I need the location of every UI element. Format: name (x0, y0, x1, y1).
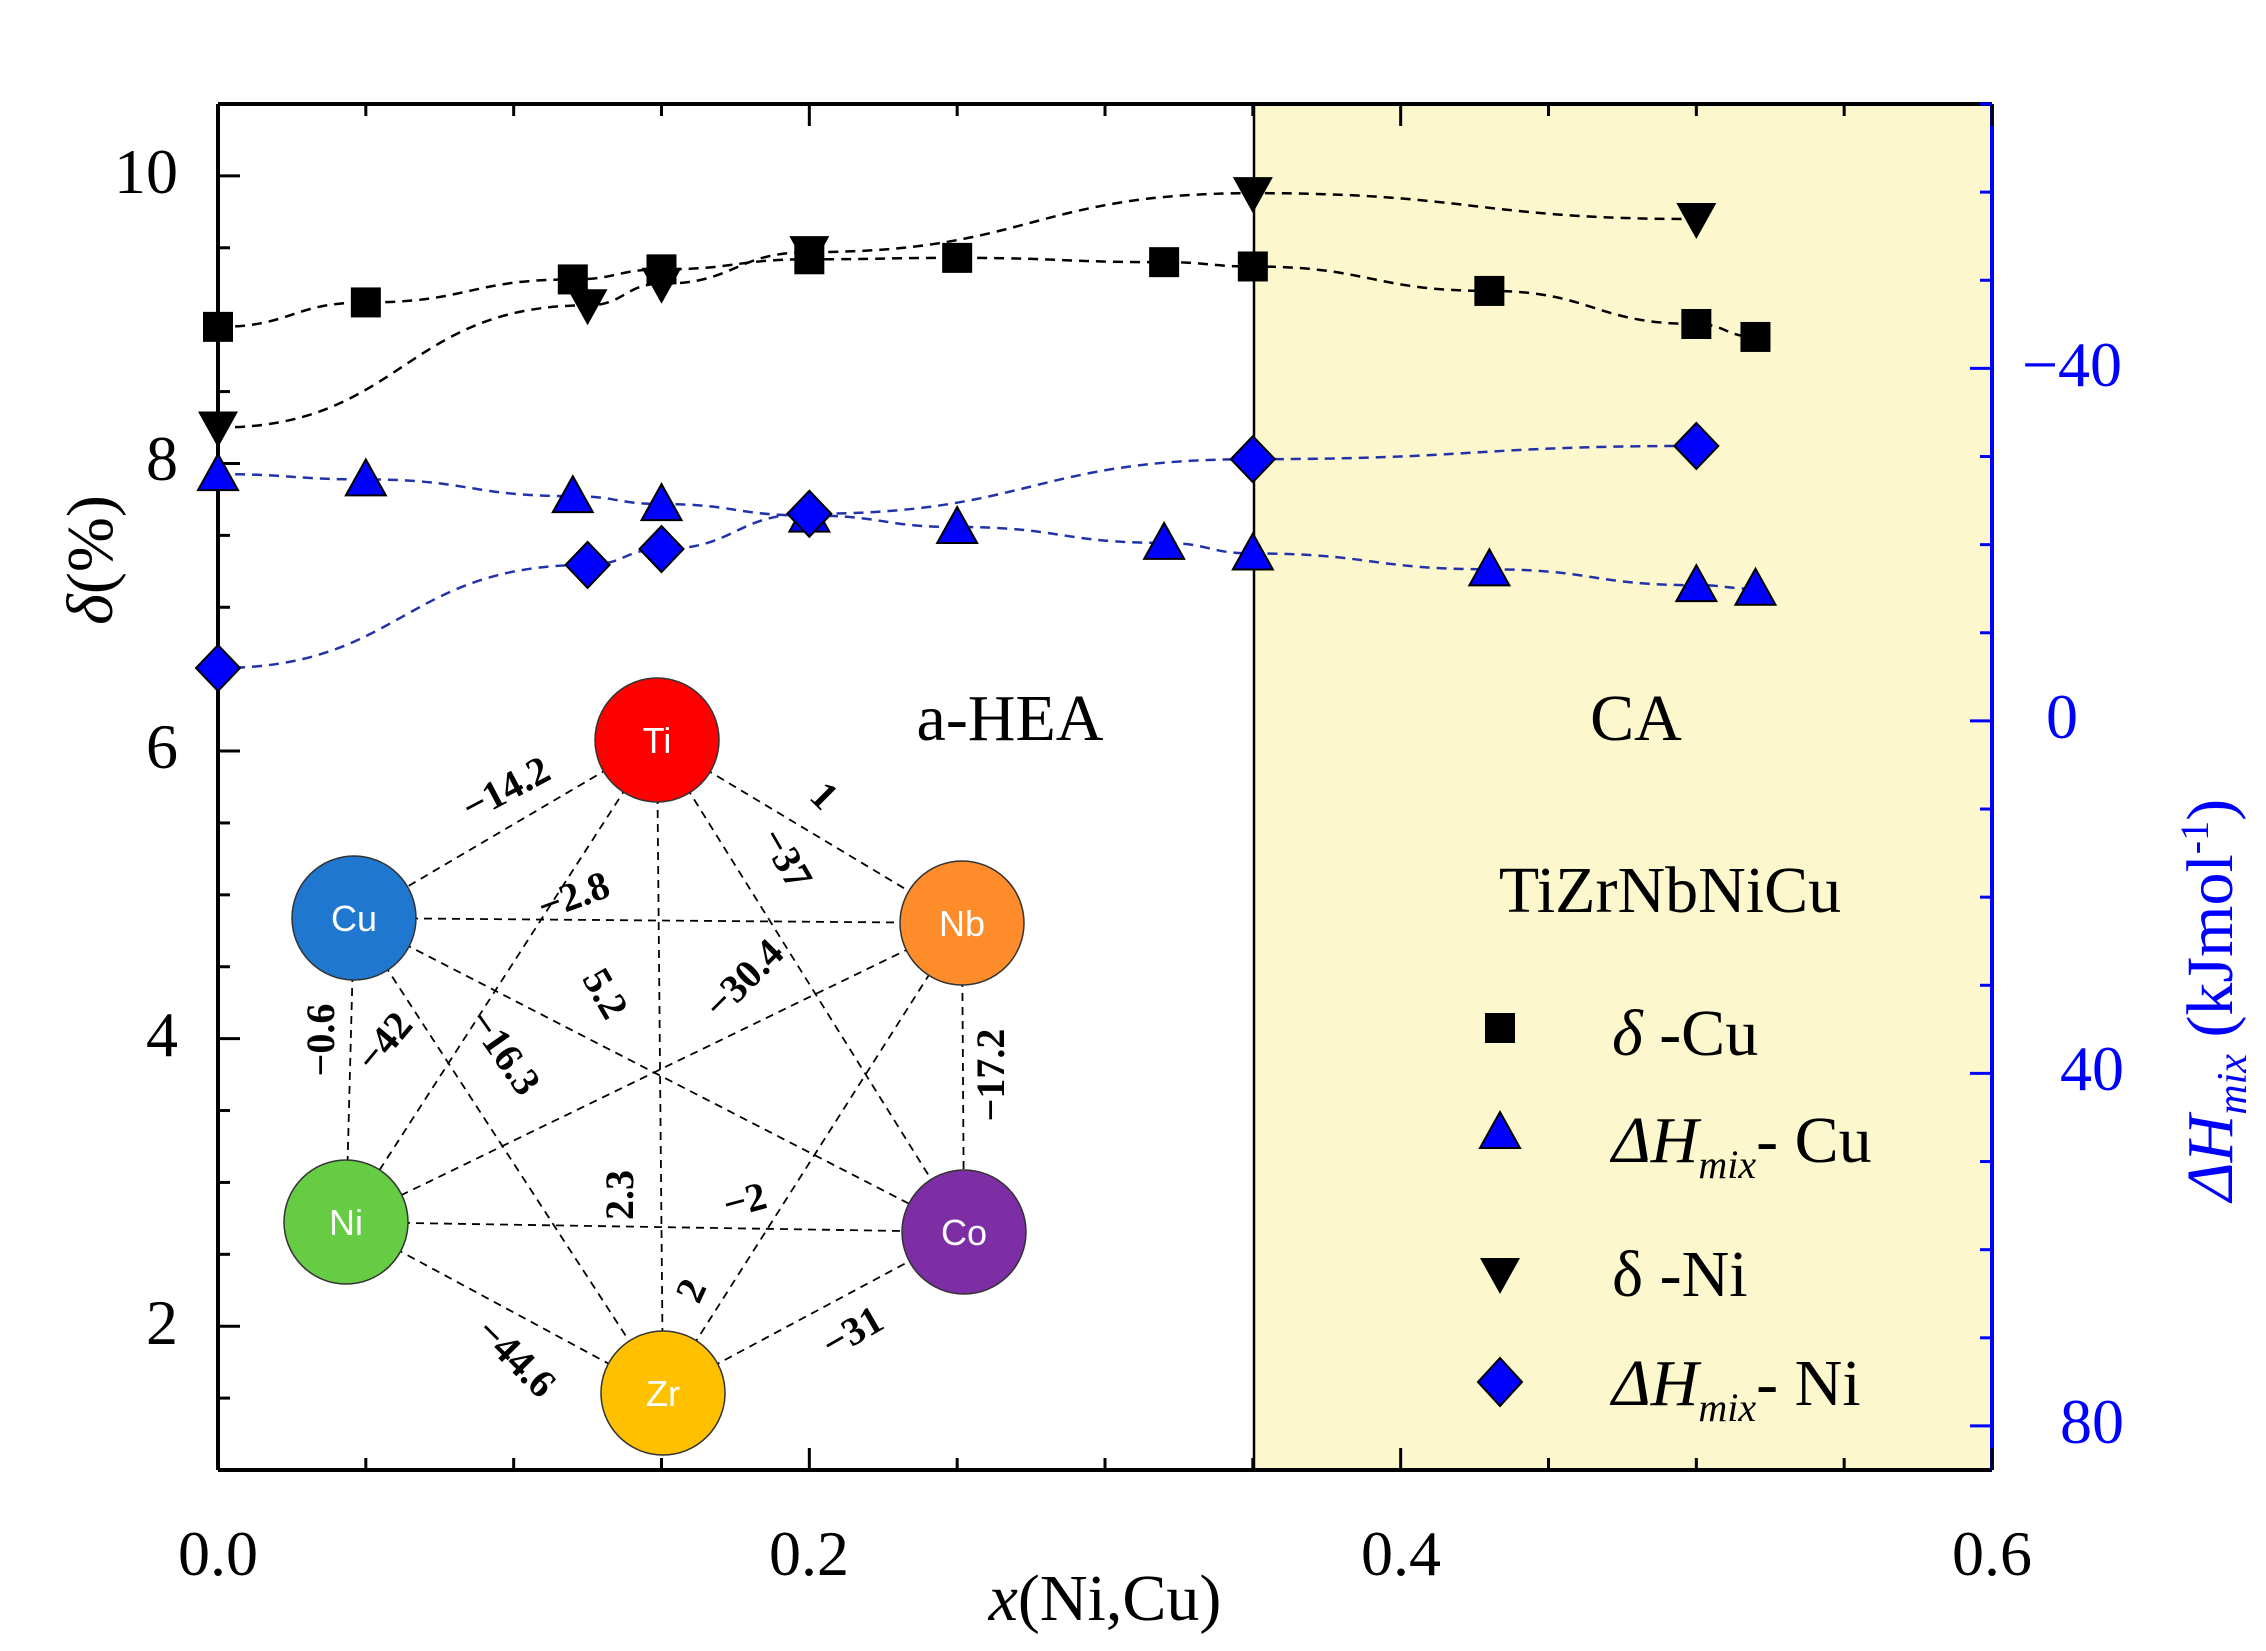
legend: δ -Cu ΔHmix- Cu δ -Ni ΔHmix- Ni (1476, 997, 1872, 1430)
y-left-axis-title: δ(%) (54, 495, 127, 625)
x-tick-label-0: 0.0 (178, 1518, 258, 1589)
series-line-1 (217, 472, 1756, 590)
data-point--ni-1 (567, 289, 608, 326)
data-point--cu-8 (1474, 275, 1505, 306)
inset-node-nb (899, 860, 1025, 986)
data-point--cu-1 (350, 287, 381, 318)
inset-node-label-nb: Nb (939, 903, 985, 944)
y-left-tick-label-2: 2 (146, 1287, 178, 1358)
tick-labels: 0.0 0.2 0.4 0.6 2 4 6 8 10 80 40 0 −40 (114, 136, 2124, 1589)
x-tick-label-2: 0.4 (1361, 1518, 1441, 1589)
data-point--hmix-cu-7 (1231, 531, 1275, 571)
legend-marker-delta-ni (1480, 1258, 1520, 1294)
data-point--hmix-cu-10 (1733, 566, 1778, 606)
data-point--hmix-cu-2 (551, 474, 595, 514)
inset-node-cu (291, 855, 417, 981)
y-left-tick-label-4: 4 (146, 999, 178, 1070)
x-tick-label-3: 0.6 (1952, 1518, 2032, 1589)
legend-marker-dhmix-cu (1478, 1109, 1522, 1149)
data-point--hmix-cu-3 (639, 482, 684, 522)
series-layer (194, 177, 1778, 693)
inset-node-zr (600, 1330, 726, 1456)
data-point--hmix-ni-3 (785, 489, 833, 539)
data-point--hmix-ni-0 (194, 643, 242, 693)
inset-node-label-zr: Zr (646, 1373, 680, 1414)
data-point--ni-2 (641, 267, 682, 304)
region-label-a-hea: a-HEA (917, 682, 1104, 755)
inset-edge-cu-zr (353, 917, 664, 1394)
inset-node-label-ni: Ni (329, 1202, 363, 1243)
legend-label-dhmix-cu: ΔHmix- Cu (1609, 1104, 1872, 1187)
legend-label-dhmix-ni: ΔHmix- Ni (1609, 1347, 1861, 1430)
legend-marker-delta-cu (1485, 1013, 1515, 1043)
y-right-axis-title: ΔHmix (kJmol-1) (2172, 799, 2256, 1204)
y-right-tick-label-80: 80 (2060, 1386, 2124, 1457)
inset-edge-cu-co (353, 917, 965, 1233)
y-right-tick-label-0: 0 (2046, 681, 2078, 752)
inset-node-label-ti: Ti (643, 720, 672, 761)
x-axis-title: x(Ni,Cu) (988, 1562, 1222, 1635)
inset-edge-ti-co (656, 739, 965, 1233)
inset-node-ni (283, 1159, 409, 1285)
y-right-tick-label-neg40: −40 (2022, 329, 2122, 400)
data-point--hmix-cu-9 (1674, 563, 1719, 603)
data-point--hmix-ni-5 (1672, 421, 1720, 471)
inset-edge-ni-co (345, 1221, 965, 1233)
inset-edge-zr-nb (662, 922, 963, 1394)
inset-nodes: Ti Cu Nb Ni Co Zr (283, 677, 1027, 1456)
inset-edge-cu-nb (353, 917, 963, 924)
data-point--hmix-ni-1 (564, 540, 611, 590)
data-point--cu-10 (1740, 321, 1771, 352)
data-point--hmix-cu-6 (1142, 520, 1186, 560)
data-point--hmix-cu-5 (935, 504, 979, 545)
y-left-tick-label-10: 10 (114, 136, 178, 207)
inset-edge-ti-ni (345, 739, 658, 1223)
region-ca-bg (1254, 104, 1992, 1470)
data-point--hmix-cu-8 (1467, 547, 1512, 587)
inset-node-ti (594, 677, 720, 803)
data-point--hmix-cu-0 (196, 452, 240, 492)
data-point--hmix-ni-4 (1229, 434, 1277, 484)
legend-label-delta-cu: δ -Cu (1612, 997, 1758, 1070)
inset-node-label-co: Co (941, 1212, 987, 1253)
inset-node-co (901, 1169, 1027, 1295)
data-point--cu-7 (1237, 251, 1268, 282)
data-point--ni-4 (1232, 177, 1273, 214)
data-point--cu-9 (1681, 308, 1712, 339)
inset-edge-label-ti-zr: 2.3 (597, 1170, 642, 1220)
data-point--cu-0 (203, 311, 233, 342)
legend-label-delta-ni: δ -Ni (1612, 1238, 1748, 1311)
y-left-tick-label-8: 8 (146, 423, 178, 494)
data-point--ni-5 (1676, 203, 1717, 240)
series-line-3 (217, 444, 1697, 670)
inset-edge-label-nb-co: −17.2 (968, 1029, 1013, 1122)
series-line-2 (217, 191, 1697, 429)
y-right-tick-label-40: 40 (2060, 1033, 2124, 1104)
y-left-tick-label-6: 6 (146, 711, 178, 782)
x-tick-label-1: 0.2 (769, 1518, 849, 1589)
legend-marker-dhmix-ni (1476, 1356, 1524, 1408)
inset-edge-nb-ni (345, 922, 963, 1223)
axis-ticks (216, 102, 1994, 1472)
inset-edge-ti-zr (656, 739, 664, 1394)
data-point--hmix-ni-2 (638, 524, 685, 574)
series-line-0 (217, 256, 1756, 339)
data-point--hmix-cu-1 (344, 457, 388, 497)
region-label-ca: CA (1590, 682, 1682, 755)
data-point--ni-3 (789, 236, 830, 273)
inset-node-label-cu: Cu (331, 898, 377, 939)
system-label: TiZrNbNiCu (1499, 854, 1841, 927)
data-point--cu-6 (1149, 247, 1180, 278)
inset-edge-label-cu-ni: −0.6 (298, 1004, 343, 1077)
data-point--cu-5 (942, 242, 973, 273)
data-point--ni-0 (198, 411, 238, 448)
